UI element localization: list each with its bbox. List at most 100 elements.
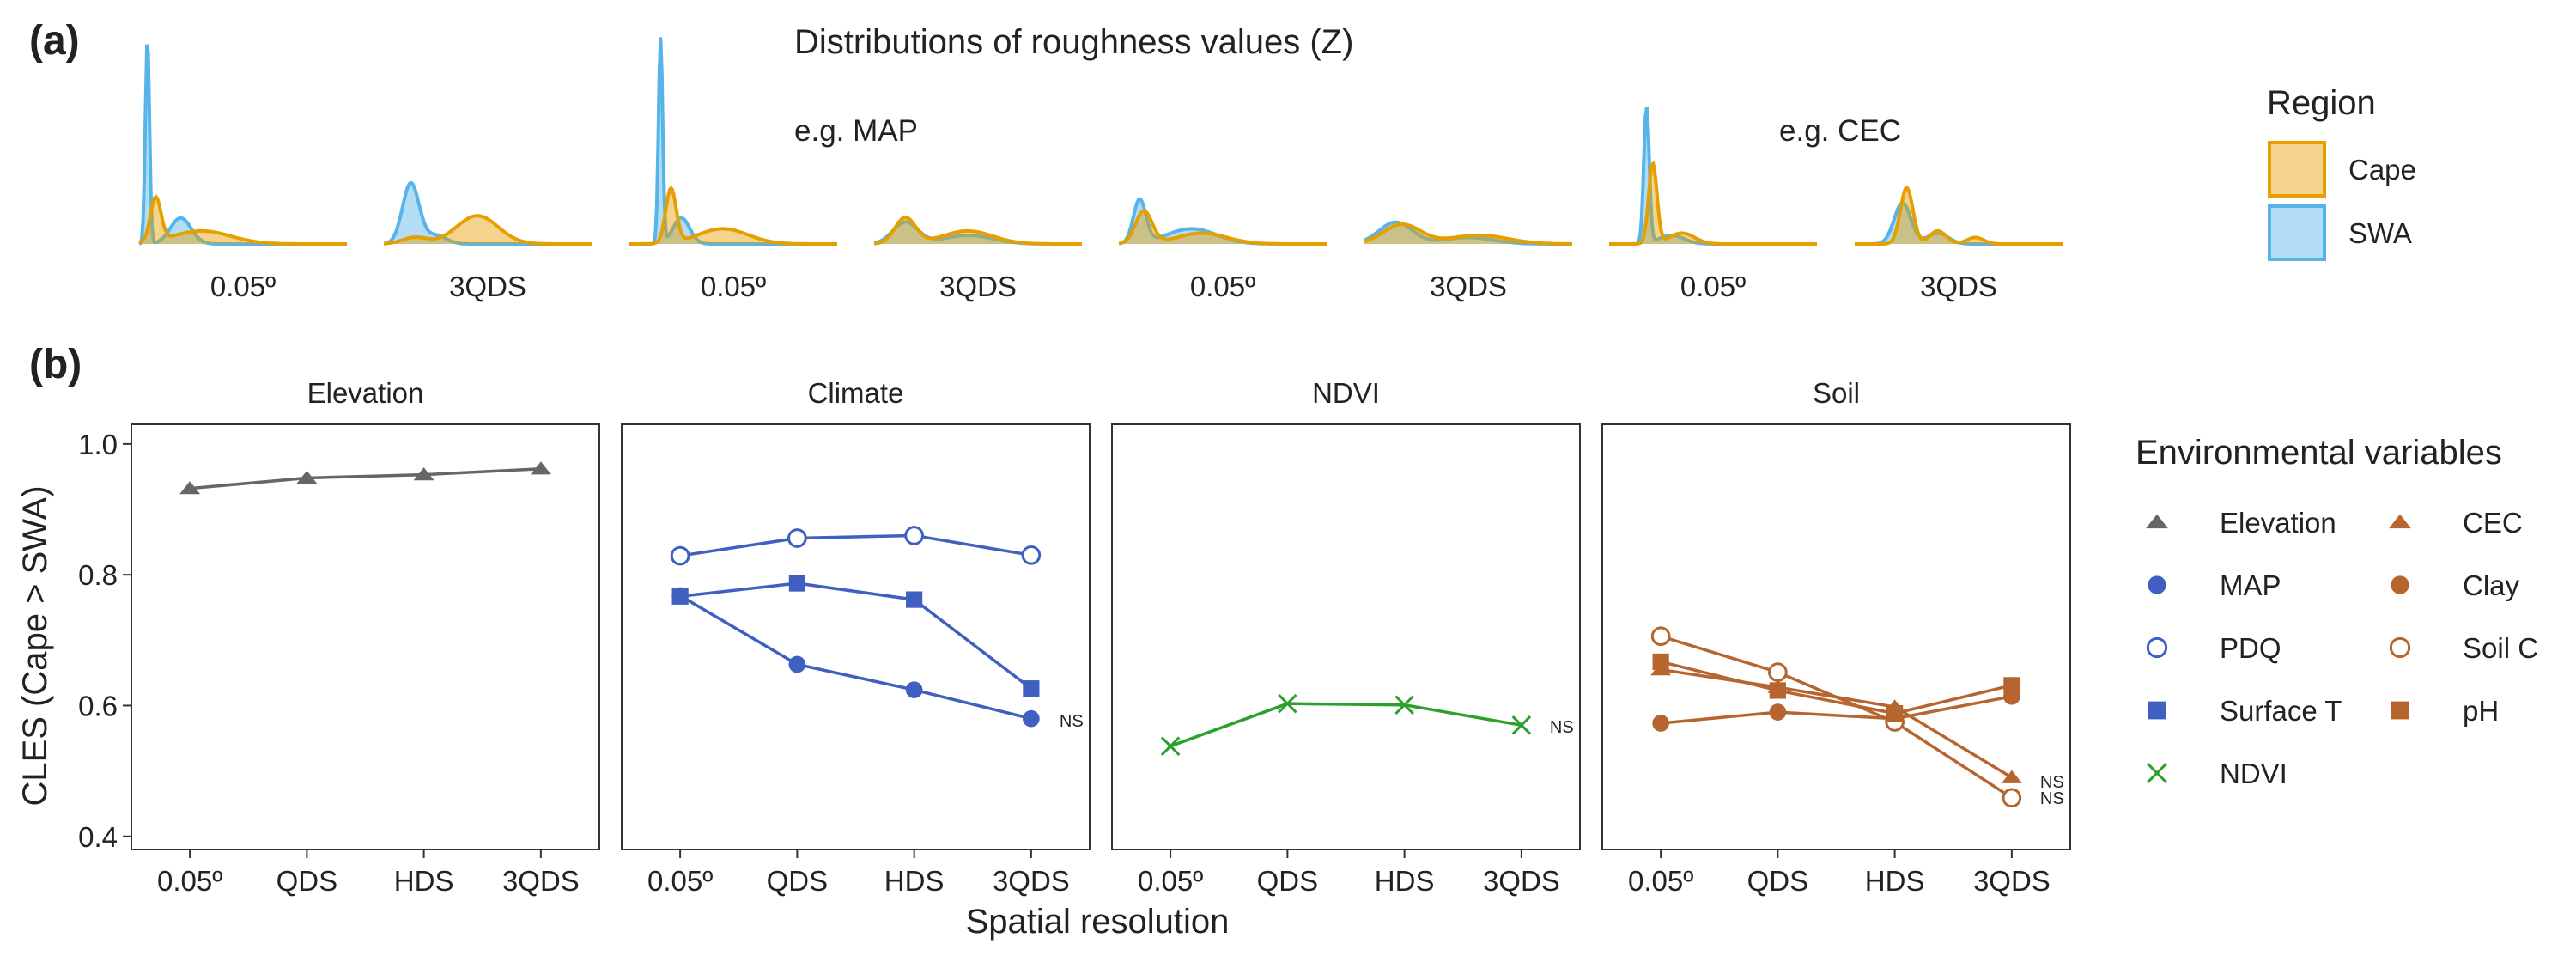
ns-label: NS <box>1550 718 1574 737</box>
density-area-cape <box>1855 187 2063 244</box>
legend-key-ph <box>2391 701 2409 720</box>
density-facet: 0.05º <box>138 44 347 302</box>
density-line-cape <box>383 214 592 246</box>
point-ph <box>1652 653 1669 671</box>
density-area-cape <box>629 188 837 244</box>
density-facet-label: 3QDS <box>1430 271 1507 302</box>
density-line-swa <box>1855 200 2063 246</box>
facet-frame <box>621 423 1091 850</box>
legend-key-cec <box>2389 514 2411 529</box>
point-ndvi <box>1394 695 1414 715</box>
legend-label-surface-t: Surface T <box>2220 695 2342 727</box>
panel-b-label: (b) <box>29 342 82 387</box>
region-legend: Region Cape SWA <box>2267 84 2416 261</box>
density-area-cape <box>384 216 592 244</box>
density-area-swa <box>1855 203 2063 244</box>
series-line-map <box>679 594 1032 721</box>
y-tick-label: 0.4 <box>78 821 118 853</box>
density-line-cape <box>1609 161 1817 246</box>
density-facet: 3QDS <box>873 216 1082 302</box>
density-line-cape <box>873 216 1082 246</box>
series-line-ndvi <box>1170 702 1522 748</box>
legend-label-pdq: PDQ <box>2220 632 2281 664</box>
variables-legend-title: Environmental variables <box>2136 434 2502 472</box>
legend-key-elevation <box>2146 514 2168 529</box>
x-tick-label: 0.05º <box>1628 865 1693 897</box>
legend-key-pdq <box>2146 636 2168 659</box>
legend-label-map: MAP <box>2220 569 2281 601</box>
point-ndvi <box>1160 736 1181 756</box>
series-line-soil-c <box>1660 635 2013 800</box>
series-line-surface-t <box>679 582 1032 691</box>
density-facet-label: 0.05º <box>210 271 276 302</box>
x-axis-title: Spatial resolution <box>966 903 1230 941</box>
density-line-cape <box>629 185 837 246</box>
density-line-cape <box>1118 209 1327 246</box>
point-elevation <box>413 467 434 481</box>
point-surface-t <box>671 588 689 605</box>
legend-label-ph: pH <box>2463 695 2499 727</box>
point-soil-c <box>2002 788 2022 808</box>
density-line-cape <box>1364 222 1572 246</box>
point-map <box>905 681 923 699</box>
facet-frame <box>1111 423 1581 850</box>
density-facet: 0.05º <box>629 37 837 302</box>
legend-key-cape <box>2268 141 2326 198</box>
point-elevation <box>179 481 201 495</box>
density-facet: 3QDS <box>383 180 592 302</box>
legend-key-ndvi <box>2146 762 2168 784</box>
point-pdq <box>787 528 807 548</box>
x-tick-label: HDS <box>884 865 945 897</box>
y-tick-label: 0.8 <box>78 559 118 591</box>
point-ph <box>1886 705 1904 722</box>
y-axis-title: CLES (Cape > SWA) <box>16 485 54 806</box>
point-elevation <box>296 470 318 484</box>
legend-key-map <box>2148 575 2166 594</box>
ns-label: NS <box>2040 773 2064 792</box>
point-ndvi <box>1511 715 1532 735</box>
density-line-cape <box>1855 185 2063 246</box>
point-ph <box>1769 682 1786 699</box>
point-clay <box>1652 715 1669 732</box>
facet-frame <box>1601 423 2071 850</box>
x-tick-label: QDS <box>767 865 829 897</box>
legend-label-elevation: Elevation <box>2220 507 2336 539</box>
x-tick-label: 0.05º <box>157 865 222 897</box>
legend-key-clay <box>2391 575 2409 594</box>
density-line-cape <box>138 194 347 246</box>
legend-label-cape: Cape <box>2348 154 2416 186</box>
legend-label-clay: Clay <box>2463 569 2520 601</box>
legend-label-cec: CEC <box>2463 507 2523 539</box>
point-soil-c <box>1650 626 1671 647</box>
density-facet: 0.05º <box>1118 197 1327 302</box>
density-facet-label: 0.05º <box>1680 271 1746 302</box>
facet-strip-label: Elevation <box>307 377 424 409</box>
cles-facet: NDVI 0.05º QDS HDS 3QDS NS <box>1111 377 1581 897</box>
point-ph <box>2003 677 2020 694</box>
x-tick-label: HDS <box>394 865 454 897</box>
annotation-map: e.g. MAP <box>794 114 918 148</box>
density-area-swa <box>1119 198 1327 244</box>
point-map <box>788 655 806 673</box>
density-plots: 0.05º 3QDS 0.05º 3QDS 0.05º 3QDS 0.05º 3QDS <box>138 37 2063 302</box>
variables-legend: Environmental variables Elevation MAP PDQ S… <box>2136 434 2538 789</box>
x-tick-label: 0.05º <box>647 865 713 897</box>
y-tick-label: 1.0 <box>78 429 118 460</box>
x-tick-label: 3QDS <box>1973 865 2050 897</box>
point-pdq <box>1021 545 1042 565</box>
point-ndvi <box>1278 693 1297 714</box>
x-tick-label: 0.05º <box>1138 865 1203 897</box>
facet-frame <box>131 423 600 850</box>
point-pdq <box>904 526 924 545</box>
x-tick-label: 3QDS <box>1483 865 1560 897</box>
x-tick-label: QDS <box>1747 865 1809 897</box>
region-legend-title: Region <box>2267 84 2376 122</box>
density-facet-label: 0.05º <box>1190 271 1255 302</box>
point-surface-t <box>788 575 805 592</box>
panel-a-title: Distributions of roughness values (Z) <box>794 23 1353 61</box>
series-line-pdq <box>679 533 1032 557</box>
ns-label: NS <box>1060 712 1084 731</box>
point-elevation <box>530 461 551 475</box>
